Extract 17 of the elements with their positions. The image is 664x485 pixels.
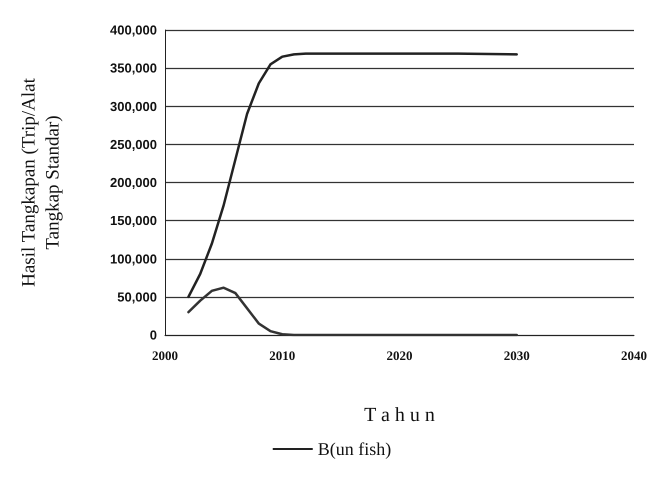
x-tick-label: 2000	[152, 348, 178, 363]
y-tick-label: 350,000	[110, 60, 157, 76]
y-tick-label: 0	[150, 328, 157, 342]
y-axis-title: Hasil Tangkapan (Trip/Alat Tangkap Standar)	[18, 77, 64, 287]
y-tick-label: 50,000	[117, 289, 157, 304]
y-tick-label: 250,000	[110, 136, 157, 152]
x-tick-label: 2010	[269, 348, 296, 363]
y-tick-label: 300,000	[110, 98, 157, 114]
legend-label: B(un fish)	[318, 439, 392, 459]
y-tick-label: 150,000	[110, 213, 157, 228]
y-tick-label: 200,000	[110, 175, 157, 190]
x-tick-label: 2040	[621, 348, 647, 363]
y-tick-label: 100,000	[110, 251, 157, 266]
y-tick-label: 400,000	[110, 22, 157, 38]
x-tick-label: 2030	[504, 348, 530, 363]
x-tick-label: 2020	[386, 348, 412, 363]
x-axis-title: T a h u n	[364, 404, 435, 426]
